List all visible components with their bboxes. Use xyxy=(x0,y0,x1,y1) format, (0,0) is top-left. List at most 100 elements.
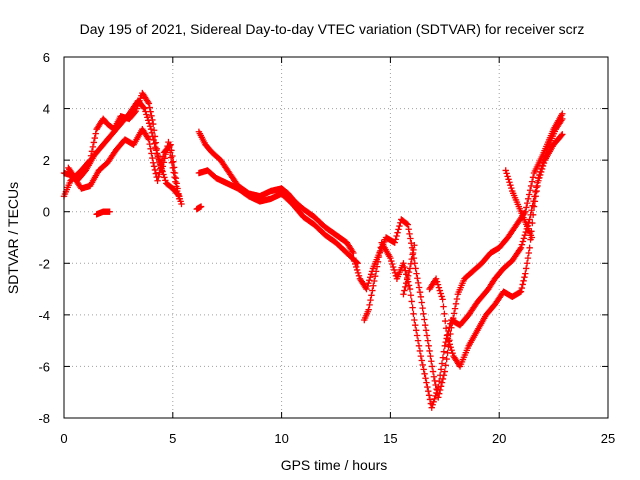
data-point xyxy=(147,126,155,133)
data-point xyxy=(444,335,452,342)
data-point xyxy=(443,332,451,339)
data-point xyxy=(395,226,402,233)
data-point xyxy=(171,169,179,177)
data-point xyxy=(430,398,437,405)
data-point xyxy=(434,281,442,288)
data-point xyxy=(523,204,530,211)
data-point xyxy=(558,117,565,124)
data-point xyxy=(153,147,160,154)
data-point xyxy=(435,394,442,401)
data-point xyxy=(353,263,360,271)
data-point xyxy=(526,244,533,252)
series-trace-k xyxy=(502,167,536,241)
data-point xyxy=(414,337,422,344)
data-point xyxy=(404,221,412,228)
data-point xyxy=(90,139,98,146)
data-point xyxy=(400,291,407,298)
y-tick-label: -6 xyxy=(38,359,50,374)
data-point xyxy=(148,112,155,119)
data-point xyxy=(431,395,438,403)
data-point xyxy=(413,332,421,339)
plot-frame xyxy=(63,56,609,419)
data-point xyxy=(367,271,375,278)
data-point xyxy=(504,173,511,180)
data-point xyxy=(172,174,180,182)
data-point xyxy=(520,277,527,285)
data-point xyxy=(162,177,169,184)
series-trace-g xyxy=(193,203,205,213)
data-point xyxy=(390,266,398,274)
data-point xyxy=(439,296,446,303)
data-point xyxy=(416,288,424,296)
data-point xyxy=(405,226,412,233)
data-point xyxy=(518,284,526,292)
data-point xyxy=(421,316,428,323)
series-trace-c xyxy=(65,97,183,200)
data-point xyxy=(388,257,395,265)
data-point xyxy=(403,220,411,228)
data-point xyxy=(535,177,542,184)
data-point xyxy=(387,254,394,262)
data-point xyxy=(448,347,455,354)
y-tick-label: -8 xyxy=(38,411,50,426)
data-point xyxy=(391,269,399,277)
data-point xyxy=(149,133,156,140)
data-point xyxy=(411,316,418,324)
data-point xyxy=(452,300,460,308)
data-point xyxy=(350,254,357,262)
data-point xyxy=(168,159,176,166)
data-point xyxy=(374,258,382,266)
data-point xyxy=(372,268,380,275)
data-point xyxy=(152,144,159,151)
data-point xyxy=(422,327,430,334)
data-point xyxy=(436,287,444,294)
data-point xyxy=(415,279,422,287)
data-point xyxy=(415,342,423,349)
data-point xyxy=(525,195,532,203)
data-point xyxy=(140,104,147,111)
x-tick-label: 5 xyxy=(169,431,176,446)
data-point xyxy=(167,141,174,148)
data-point xyxy=(436,377,443,385)
data-point xyxy=(401,263,408,271)
y-tick-label: -2 xyxy=(38,256,50,271)
data-point xyxy=(442,362,449,369)
data-point xyxy=(529,202,536,209)
data-point xyxy=(403,279,410,287)
data-point xyxy=(522,265,530,272)
data-point xyxy=(502,167,509,174)
x-tick-label: 15 xyxy=(383,431,397,446)
data-point xyxy=(354,269,362,277)
data-point xyxy=(418,299,425,306)
data-point xyxy=(536,174,543,182)
data-point xyxy=(106,208,113,215)
data-point xyxy=(443,355,450,363)
data-point xyxy=(438,293,445,300)
data-point xyxy=(412,321,419,329)
series-trace-b xyxy=(60,126,183,203)
data-point xyxy=(404,272,412,280)
data-point xyxy=(538,165,546,173)
data-point xyxy=(371,277,378,285)
data-point xyxy=(432,275,440,282)
data-point xyxy=(526,187,534,194)
data-point xyxy=(432,392,439,400)
data-point xyxy=(411,242,418,249)
data-point xyxy=(154,177,161,184)
data-point xyxy=(414,275,421,282)
data-point xyxy=(437,383,445,390)
data-point xyxy=(365,279,372,287)
data-point xyxy=(415,284,423,291)
data-point xyxy=(150,136,157,144)
data-point xyxy=(375,253,383,261)
data-point xyxy=(530,203,538,210)
data-point xyxy=(141,105,148,112)
axis-ticks xyxy=(63,56,609,419)
data-point xyxy=(440,348,448,355)
data-point xyxy=(436,372,444,379)
data-point xyxy=(349,248,356,255)
data-point xyxy=(522,270,529,277)
x-tick-labels: 0 5 10 15 20 25 xyxy=(60,431,615,446)
data-point xyxy=(446,341,453,348)
data-point xyxy=(92,130,99,137)
